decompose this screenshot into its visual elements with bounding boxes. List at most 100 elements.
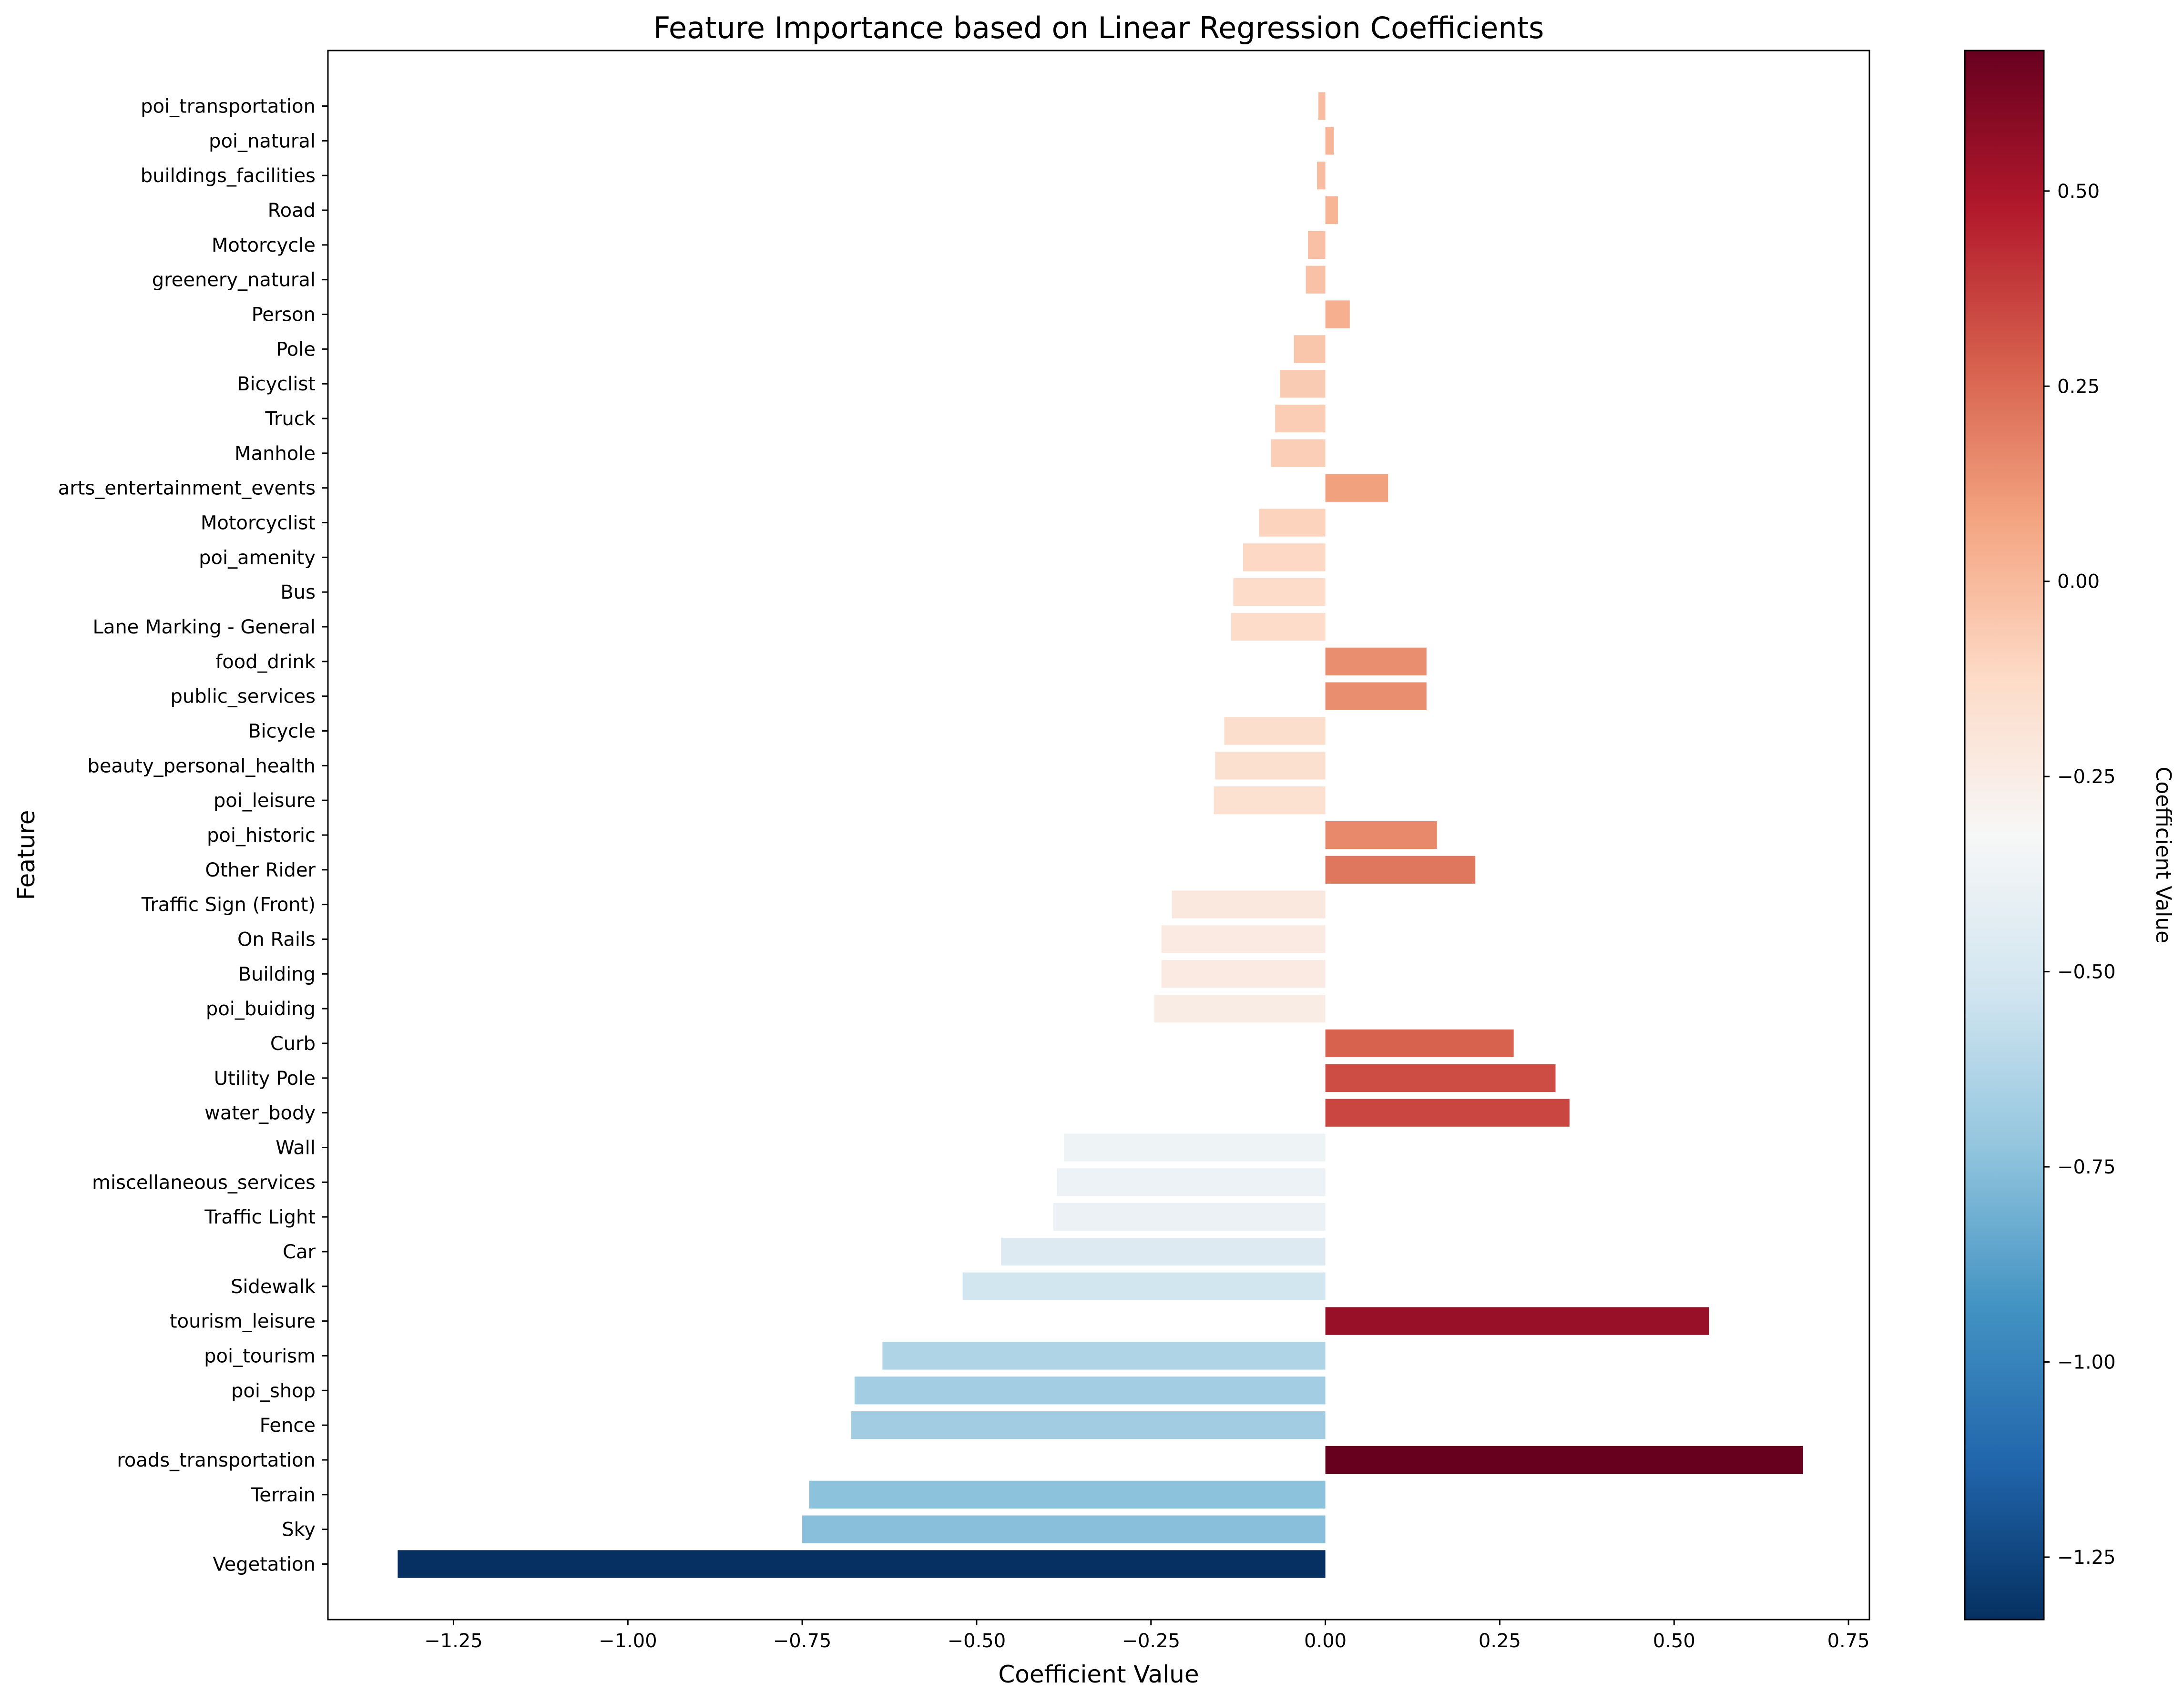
y-tick-label-32: Manhole (235, 443, 316, 465)
bar-6 (882, 1342, 1326, 1370)
y-tick-label-26: food_drink (215, 651, 316, 673)
bar-29 (1243, 543, 1326, 571)
colorbar-gradient (1964, 50, 2045, 1621)
bar-37 (1306, 265, 1326, 294)
y-tick-label-33: Truck (265, 408, 316, 430)
x-tick-label-0: −1.25 (424, 1630, 483, 1652)
y-tick-label-30: Motorcyclist (201, 512, 316, 534)
bar-19 (1172, 890, 1326, 918)
bar-4 (851, 1411, 1326, 1439)
bar-1 (802, 1515, 1326, 1543)
y-tick-label-19: Traffic Sign (Front) (141, 894, 316, 916)
bar-5 (854, 1377, 1326, 1405)
y-tick-label-40: buildings_facilities (141, 165, 316, 187)
x-tick-label-3: −0.50 (948, 1630, 1006, 1652)
bar-0 (398, 1550, 1326, 1578)
y-tick-label-39: Road (268, 200, 316, 222)
y-tick-label-25: public_services (171, 686, 316, 708)
y-tick-label-23: beauty_personal_health (87, 755, 316, 777)
bar-30 (1259, 509, 1326, 537)
y-tick-label-2: Terrain (251, 1484, 316, 1506)
y-tick-label-35: Pole (276, 338, 316, 360)
bar-15 (1325, 1029, 1514, 1058)
bar-24 (1224, 717, 1326, 745)
x-tick-label-1: −1.00 (599, 1630, 657, 1652)
y-tick-label-8: Sidewalk (231, 1276, 316, 1298)
bar-40 (1317, 162, 1326, 190)
colorbar-tick-label-1: 0.25 (2057, 376, 2100, 398)
bar-3 (1325, 1446, 1803, 1474)
chart-title: Feature Importance based on Linear Regre… (653, 10, 1544, 45)
y-tick-label-16: poi_buiding (206, 998, 316, 1020)
bar-20 (1325, 856, 1476, 884)
x-tick-label-2: −0.75 (773, 1630, 832, 1652)
y-tick-label-27: Lane Marking - General (93, 616, 316, 638)
x-tick-label-4: −0.25 (1122, 1630, 1180, 1652)
colorbar-tick-label-4: −0.50 (2057, 961, 2116, 983)
bar-38 (1308, 231, 1326, 259)
y-tick-label-42: poi_transportation (141, 96, 316, 118)
y-tick-label-31: arts_entertainment_events (58, 478, 316, 500)
bar-33 (1275, 404, 1326, 433)
y-tick-label-22: poi_leisure (214, 790, 316, 812)
plot-area: Vegetation Sky Terrain roads_transportation… (58, 50, 1870, 1652)
bar-23 (1215, 752, 1326, 780)
y-tick-label-13: water_body (204, 1102, 316, 1124)
y-tick-label-20: Other Rider (205, 859, 316, 881)
x-tick-label-6: 0.25 (1479, 1630, 1521, 1652)
colorbar-tick-label-3: −0.25 (2057, 766, 2116, 788)
y-tick-label-10: Traffic Light (204, 1206, 316, 1228)
bar-18 (1161, 925, 1326, 953)
bar-13 (1325, 1099, 1570, 1127)
bar-12 (1063, 1133, 1326, 1162)
y-tick-label-41: poi_natural (209, 130, 316, 152)
bar-16 (1154, 995, 1326, 1023)
y-tick-label-9: Car (283, 1241, 316, 1263)
bar-31 (1325, 474, 1388, 502)
bar-34 (1280, 370, 1326, 398)
bar-9 (1001, 1237, 1326, 1266)
colorbar-tick-label-6: −1.00 (2057, 1352, 2116, 1374)
y-tick-label-15: Curb (270, 1033, 316, 1055)
y-tick-label-7: tourism_leisure (170, 1311, 316, 1333)
bar-22 (1214, 786, 1326, 815)
colorbar-tick-label-0: 0.50 (2057, 181, 2100, 203)
bar-28 (1233, 578, 1326, 606)
y-tick-label-28: Bus (280, 581, 316, 603)
y-tick-label-14: Utility Pole (214, 1068, 316, 1090)
x-tick-label-7: 0.50 (1653, 1630, 1695, 1652)
bar-39 (1325, 196, 1338, 224)
bar-36 (1325, 300, 1350, 328)
bar-11 (1057, 1168, 1326, 1196)
y-tick-label-12: Wall (276, 1137, 316, 1159)
y-tick-label-5: poi_shop (231, 1380, 316, 1402)
colorbar: 0.50 0.25 0.00 −0.25 −0.50 −0.75 −1.00 −1.25 (1964, 50, 2116, 1621)
y-tick-label-11: miscellaneous_services (92, 1172, 316, 1193)
bar-42 (1318, 92, 1326, 120)
bar-21 (1325, 821, 1437, 849)
bar-27 (1231, 612, 1326, 641)
y-tick-label-24: Bicycle (248, 721, 316, 743)
y-tick-label-17: Building (238, 963, 316, 985)
colorbar-tick-label-2: 0.00 (2057, 571, 2100, 593)
bar-14 (1325, 1064, 1556, 1092)
x-tick-label-8: 0.75 (1827, 1630, 1870, 1652)
x-tick-label-5: 0.00 (1304, 1630, 1347, 1652)
y-tick-label-3: roads_transportation (117, 1449, 316, 1471)
y-tick-label-21: poi_historic (207, 825, 316, 846)
y-tick-label-0: Vegetation (213, 1553, 316, 1575)
bar-8 (962, 1272, 1326, 1300)
y-tick-label-36: Person (252, 304, 316, 326)
bar-35 (1294, 335, 1326, 363)
colorbar-tick-label-7: −1.25 (2057, 1547, 2116, 1569)
y-tick-label-4: Fence (260, 1415, 316, 1437)
bar-10 (1053, 1203, 1326, 1231)
y-tick-label-37: greenery_natural (152, 269, 316, 291)
bar-17 (1161, 960, 1326, 988)
y-tick-label-38: Motorcycle (212, 235, 316, 256)
bar-26 (1325, 647, 1427, 675)
colorbar-tick-label-5: −0.75 (2057, 1156, 2116, 1178)
y-tick-label-18: On Rails (237, 928, 316, 950)
colorbar-label: Coefficient Value (2151, 767, 2175, 944)
